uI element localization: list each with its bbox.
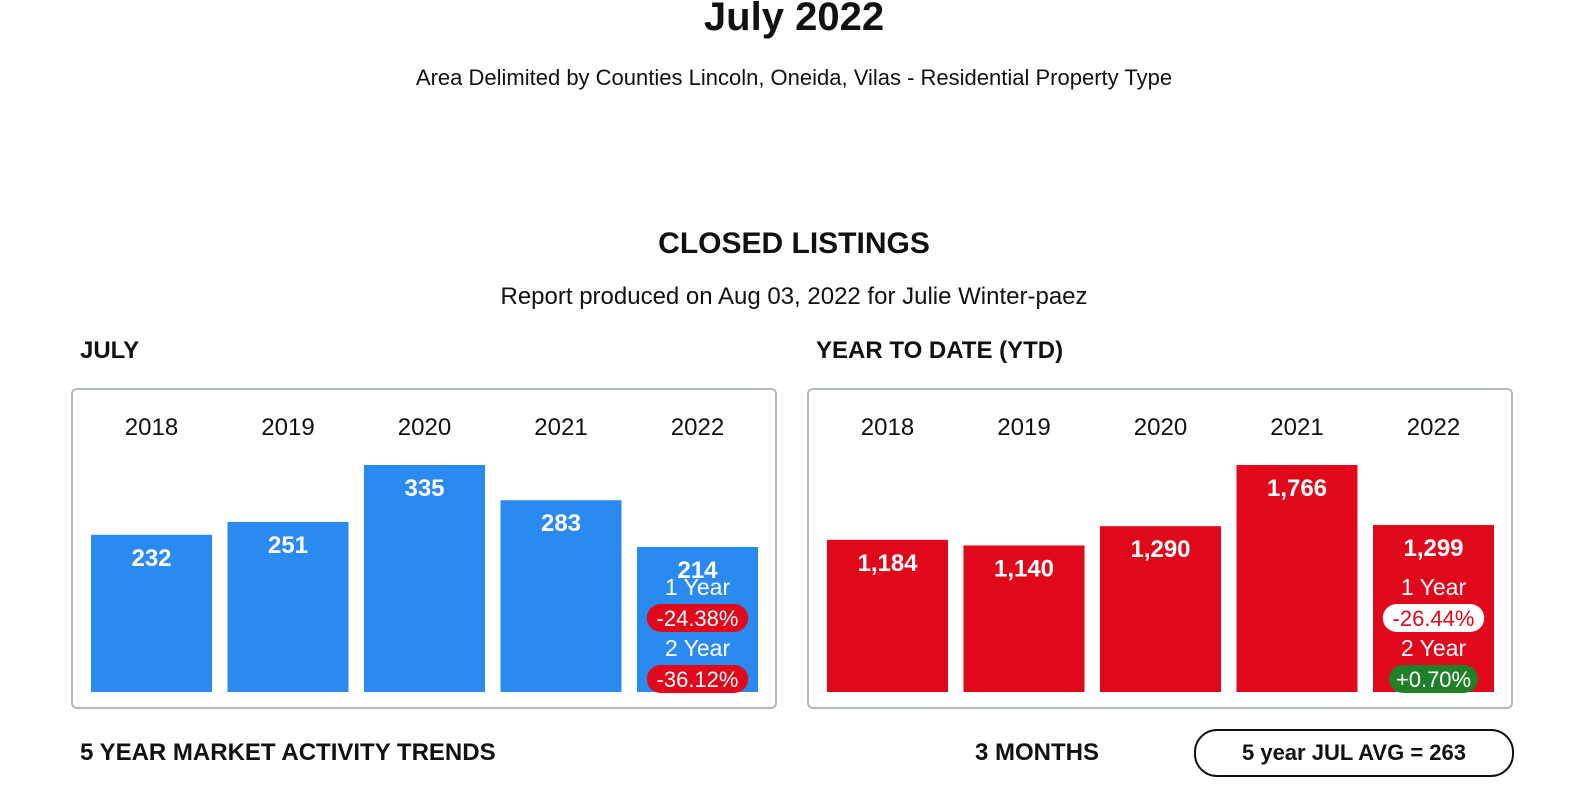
month-chart-panel: 2018 232 2019 251 2020 335 2021 283 2022 214 1 Yea… <box>71 388 777 709</box>
change-period-label: 2 Year <box>665 635 731 661</box>
bar <box>1236 465 1358 692</box>
year-label: 2020 <box>1134 414 1187 441</box>
section-title: CLOSED LISTINGS <box>658 227 930 260</box>
trends-label: 5 YEAR MARKET ACTIVITY TRENDS <box>80 739 496 766</box>
change-value-label: +0.70% <box>1396 667 1471 692</box>
period-selector[interactable]: 3 MONTHS <box>975 739 1100 766</box>
bar-value-label: 1,184 <box>857 550 918 577</box>
bar-value-label: 251 <box>268 532 308 559</box>
change-period-label: 2 Year <box>1401 635 1467 661</box>
change-value-label: -36.12% <box>657 667 739 692</box>
bar-value-label: 335 <box>404 475 444 502</box>
ytd-bar-chart: 2018 1,184 2019 1,140 2020 1,290 2021 1,766 2022… <box>827 414 1494 693</box>
change-period-label: 1 Year <box>1401 574 1467 600</box>
bar-value-label: 1,766 <box>1267 475 1327 502</box>
change-badge <box>1382 604 1485 632</box>
bar-value-label: 1,140 <box>994 555 1054 582</box>
page-title: July 2022 <box>703 0 885 39</box>
change-badge <box>646 665 749 693</box>
bar-value-label: 283 <box>541 510 581 537</box>
report-note: Report produced on Aug 03, 2022 for Juli… <box>500 283 1088 310</box>
year-label: 2022 <box>671 414 724 441</box>
change-value-label: -26.44% <box>1393 606 1475 631</box>
bar <box>500 500 622 692</box>
ytd-chart-title: YEAR TO DATE (YTD) <box>816 337 1064 364</box>
bar <box>1100 526 1221 692</box>
change-period-label: 1 Year <box>665 574 731 600</box>
year-label: 2019 <box>997 414 1050 441</box>
area-subtitle: Area Delimited by Counties Lincoln, Onei… <box>415 65 1173 90</box>
month-chart-title: JULY <box>80 337 140 364</box>
change-value-label: -24.38% <box>657 606 739 631</box>
year-label: 2018 <box>125 414 178 441</box>
bar-value-label: 232 <box>131 545 171 572</box>
year-label: 2021 <box>534 414 587 441</box>
year-label: 2018 <box>861 414 914 441</box>
bar <box>91 534 212 692</box>
five-year-average-badge: 5 year JUL AVG = 263 <box>1194 729 1514 777</box>
year-label: 2019 <box>261 414 314 441</box>
year-label: 2021 <box>1270 414 1323 441</box>
year-label: 2022 <box>1407 414 1460 441</box>
bar <box>227 521 349 692</box>
bar <box>827 539 948 692</box>
bar-value-label: 1,290 <box>1130 536 1190 563</box>
bar <box>963 545 1085 692</box>
bar-value-label: 214 <box>677 557 718 584</box>
change-badge <box>1389 665 1478 693</box>
bar <box>364 465 485 692</box>
change-badge <box>646 604 749 632</box>
year-label: 2020 <box>398 414 451 441</box>
ytd-chart-panel: 2018 1,184 2019 1,140 2020 1,290 2021 1,766 2022… <box>807 388 1513 709</box>
bar-value-label: 1,299 <box>1403 535 1463 562</box>
